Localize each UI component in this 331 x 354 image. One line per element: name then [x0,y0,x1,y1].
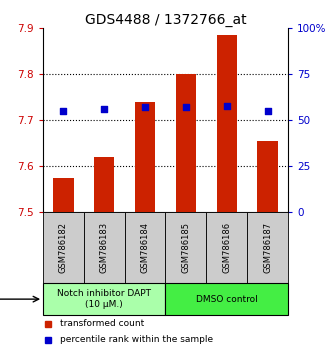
Text: transformed count: transformed count [60,319,144,329]
Text: GSM786186: GSM786186 [222,222,231,273]
Bar [125,212,166,283]
Text: GSM786187: GSM786187 [263,222,272,273]
Bar [216,35,237,212]
Text: percentile rank within the sample: percentile rank within the sample [60,335,213,344]
Point [61,108,66,114]
Point [102,107,107,112]
Text: DMSO control: DMSO control [196,295,258,304]
Bar [166,283,288,315]
Bar [247,212,288,283]
Bar [206,212,247,283]
Point [265,108,270,114]
Point [224,103,229,108]
Text: GSM786185: GSM786185 [181,222,190,273]
Bar [43,212,84,283]
Point [142,105,148,110]
Text: GSM786184: GSM786184 [141,222,150,273]
Text: GSM786182: GSM786182 [59,222,68,273]
Text: GSM786183: GSM786183 [100,222,109,273]
Bar [53,178,73,212]
Bar [166,212,206,283]
Bar [135,102,155,212]
Bar [94,157,115,212]
Point [183,105,189,110]
Text: Notch inhibitor DAPT
(10 μM.): Notch inhibitor DAPT (10 μM.) [57,290,151,309]
Bar [176,74,196,212]
Bar [43,283,166,315]
Bar [84,212,125,283]
Title: GDS4488 / 1372766_at: GDS4488 / 1372766_at [85,13,246,27]
Bar [257,141,278,212]
